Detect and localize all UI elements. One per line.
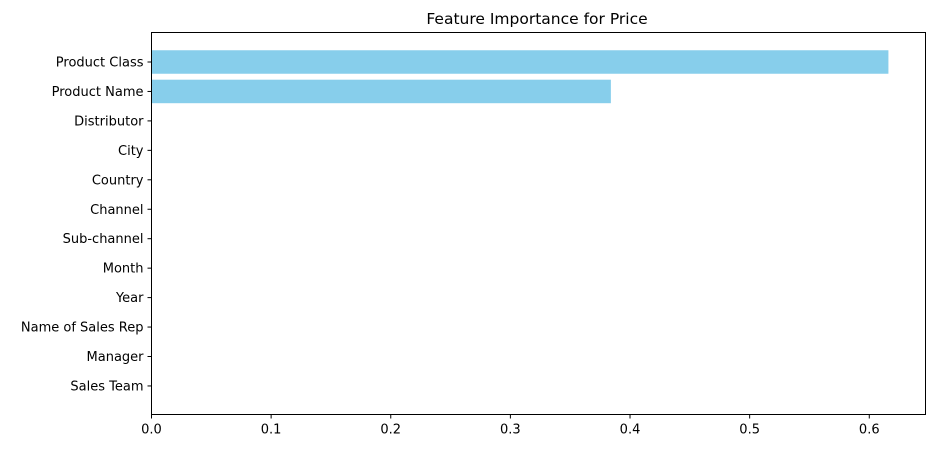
x-tick-label: 0.2 bbox=[380, 423, 401, 438]
x-tick-label: 0.0 bbox=[141, 423, 162, 438]
y-tick-label: Product Name bbox=[52, 85, 144, 100]
y-tick-label: Year bbox=[115, 291, 144, 306]
y-tick-label: Distributor bbox=[74, 114, 144, 129]
x-tick-label: 0.6 bbox=[859, 423, 880, 438]
chart-title: Feature Importance for Price bbox=[426, 10, 647, 28]
bars-group bbox=[152, 50, 889, 103]
y-tick-label: Sub-channel bbox=[63, 232, 144, 247]
y-tick-label: Name of Sales Rep bbox=[21, 321, 144, 336]
x-tick-label: 0.5 bbox=[739, 423, 760, 438]
y-tick-label: Channel bbox=[90, 203, 143, 218]
y-tick-label: Sales Team bbox=[70, 379, 143, 394]
x-tick-label: 0.1 bbox=[261, 423, 282, 438]
bar bbox=[152, 80, 611, 104]
x-tick-label: 0.3 bbox=[500, 423, 521, 438]
x-axis: 0.0 0.1 0.2 0.3 0.4 0.5 0.6 bbox=[141, 415, 879, 438]
y-tick-label: Country bbox=[92, 173, 144, 188]
y-tick-label: Product Class bbox=[56, 56, 144, 71]
y-tick-label: City bbox=[118, 144, 144, 159]
bar bbox=[152, 50, 889, 74]
x-tick-label: 0.4 bbox=[620, 423, 641, 438]
y-tick-label: Month bbox=[103, 262, 144, 277]
y-axis: Product Class Product Name Distributor City… bbox=[21, 56, 152, 395]
y-tick-label: Manager bbox=[87, 350, 145, 365]
